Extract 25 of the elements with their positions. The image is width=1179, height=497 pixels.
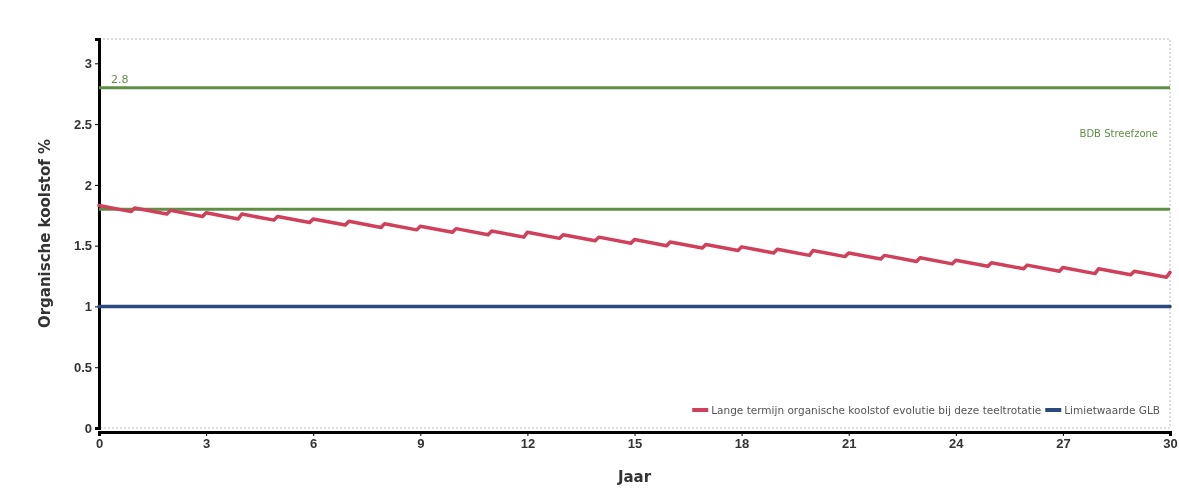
ref-line-label: 2.8 (111, 72, 129, 86)
x-tick-label: 9 (417, 436, 425, 452)
x-tick-label: 27 (1056, 436, 1071, 452)
x-tick-label: 21 (841, 436, 857, 452)
y-tick-label: 0.5 (73, 359, 92, 375)
line-series (97, 203, 1172, 280)
y-axis-title: Organische koolstof % (36, 138, 54, 329)
x-tick-label: 30 (1163, 436, 1178, 452)
legend-label: Limietwaarde GLB (1064, 404, 1160, 416)
y-tick-label: 3 (84, 55, 92, 71)
y-tick-label: 1 (84, 299, 92, 315)
x-tick-label: 15 (627, 436, 643, 452)
x-tick-label: 12 (520, 436, 536, 452)
y-tick-label: 2.5 (73, 116, 92, 132)
annotation: BDB Streefzone (1079, 128, 1158, 139)
x-tick-label: 0 (95, 436, 104, 452)
y-tick-label: 0 (84, 420, 92, 436)
x-tick-label: 3 (202, 436, 211, 452)
y-tick-label: 1.5 (73, 238, 92, 254)
y-tick-label: 2 (84, 177, 92, 193)
x-tick-label: 18 (734, 436, 750, 452)
legend-label: Lange termijn organische koolstof evolutie bij deze teeltrotatie (711, 404, 1042, 416)
x-tick-label: 6 (310, 436, 318, 452)
x-axis-title: Jaar (616, 468, 652, 486)
x-tick-label: 24 (949, 436, 965, 452)
